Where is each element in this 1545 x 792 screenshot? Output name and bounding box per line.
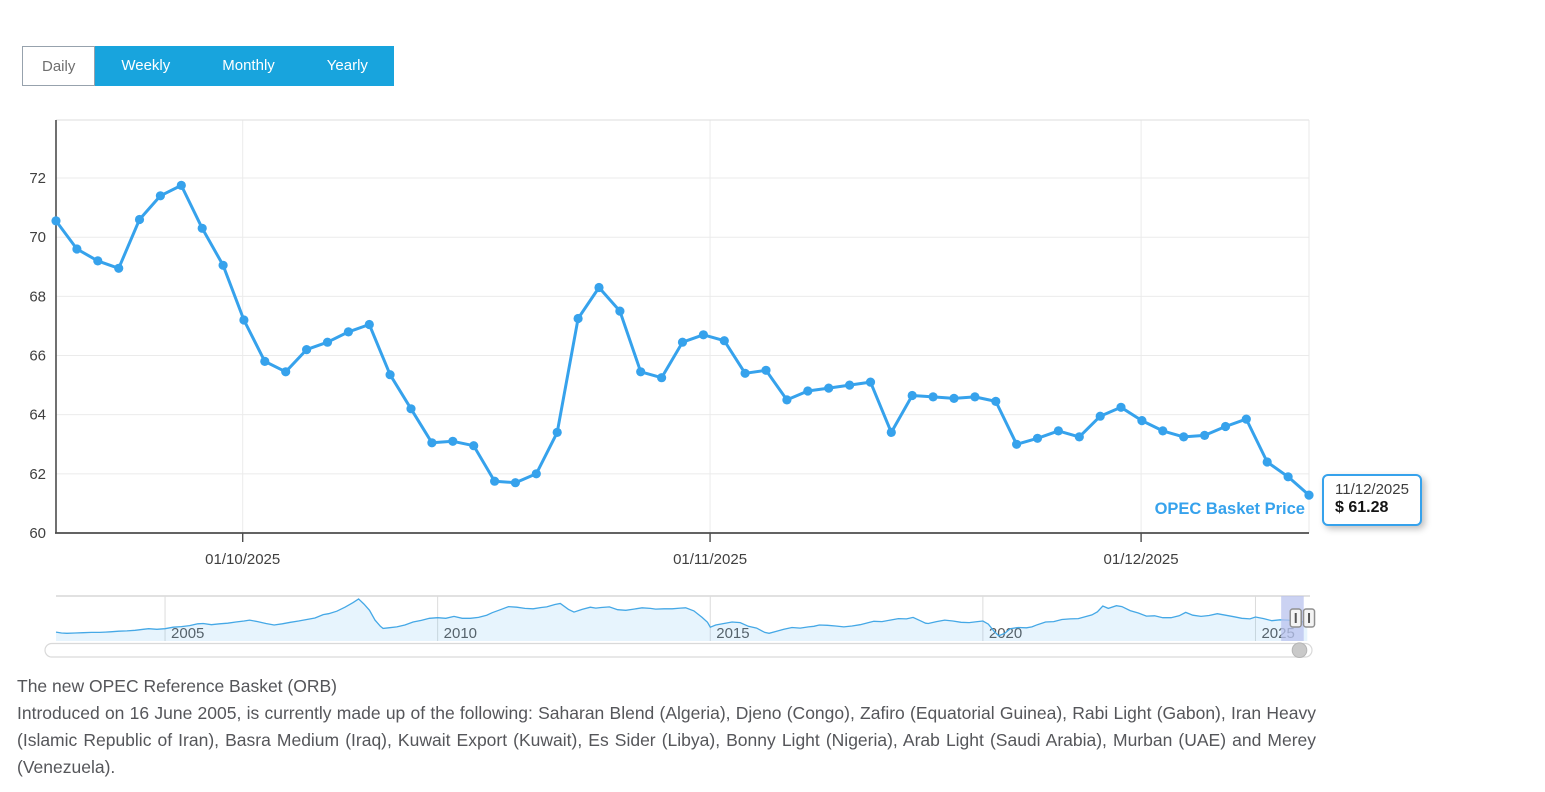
navigator-year-label: 2015 (716, 625, 749, 642)
chart-canvas: 72 70 68 66 64 62 60 01/10/2025 01/11/2025 01/12/… (29, 119, 1316, 659)
data-point[interactable] (114, 263, 124, 273)
data-point[interactable] (824, 383, 834, 393)
data-point[interactable] (1074, 432, 1084, 442)
description-title: The new OPEC Reference Basket (ORB) (17, 676, 337, 696)
data-point[interactable] (176, 180, 186, 190)
x-tick-label: 01/11/2025 (673, 551, 747, 568)
navigator-line (55, 598, 1308, 637)
y-tick-label: 72 (29, 170, 46, 187)
data-point[interactable] (594, 282, 604, 293)
price-chart: 72 70 68 66 64 62 60 01/10/2025 01/11/2025 01/12/… (29, 119, 1316, 659)
data-point[interactable] (1158, 426, 1168, 436)
data-point[interactable] (949, 393, 959, 403)
data-point[interactable] (93, 256, 103, 266)
data-point[interactable] (218, 260, 228, 270)
data-point[interactable] (1053, 426, 1063, 436)
data-point[interactable] (845, 380, 855, 390)
data-point[interactable] (1137, 416, 1147, 426)
data-point[interactable] (1032, 433, 1043, 443)
data-point[interactable] (343, 327, 353, 337)
y-tick-label: 62 (29, 466, 46, 483)
tooltip-price: $ 61.28 (1335, 499, 1389, 516)
data-point[interactable] (928, 392, 938, 402)
navigator-area (56, 598, 1308, 641)
scrollbar-track[interactable] (44, 642, 1313, 658)
data-point[interactable] (1304, 490, 1314, 500)
data-point[interactable] (364, 319, 374, 330)
data-point[interactable] (490, 476, 500, 486)
data-point[interactable] (531, 469, 541, 479)
y-tick-label: 60 (29, 525, 46, 542)
data-point[interactable] (51, 216, 61, 226)
data-point[interactable] (155, 191, 165, 201)
data-point[interactable] (991, 396, 1001, 406)
data-point[interactable] (1095, 411, 1105, 421)
data-point[interactable] (740, 368, 750, 378)
navigator-year-label: 2010 (444, 625, 477, 642)
navigator-year-label: 2005 (171, 625, 204, 642)
basket-description: The new OPEC Reference Basket (ORB) Intr… (17, 673, 1316, 781)
description-body: Introduced on 16 June 2005, is currently… (17, 703, 1316, 777)
data-point[interactable] (1179, 432, 1189, 442)
data-point[interactable] (510, 478, 520, 488)
y-tick-label: 68 (29, 288, 46, 305)
data-point[interactable] (134, 214, 145, 225)
data-point[interactable] (1241, 414, 1251, 424)
y-tick-label: 64 (29, 407, 46, 424)
data-point[interactable] (1283, 472, 1293, 482)
data-point[interactable] (1262, 457, 1272, 467)
y-tick-label: 66 (29, 348, 46, 365)
data-point[interactable] (782, 395, 792, 405)
data-point[interactable] (385, 370, 395, 380)
data-point[interactable] (677, 337, 688, 347)
data-point[interactable] (552, 427, 562, 437)
data-point[interactable] (615, 306, 625, 316)
data-point[interactable] (657, 373, 667, 383)
data-point[interactable] (197, 223, 207, 233)
data-point[interactable] (698, 330, 709, 340)
data-point[interactable] (719, 336, 729, 346)
data-point[interactable] (281, 367, 291, 377)
tab-monthly[interactable]: Monthly (196, 46, 301, 86)
data-point[interactable] (322, 337, 333, 347)
data-point[interactable] (406, 404, 416, 414)
navigator-year-label: 2020 (989, 625, 1022, 642)
x-tick-label: 01/12/2025 (1104, 551, 1179, 568)
tab-yearly[interactable]: Yearly (300, 46, 394, 86)
tab-daily[interactable]: Daily (22, 46, 96, 86)
interval-tabs: Daily Weekly Monthly Yearly (22, 46, 394, 86)
tooltip-date: 11/12/2025 (1335, 481, 1409, 498)
data-point[interactable] (907, 390, 917, 401)
series-label: OPEC Basket Price (1155, 500, 1305, 518)
data-point[interactable] (761, 365, 771, 375)
data-point[interactable] (1200, 430, 1210, 440)
data-point[interactable] (636, 367, 646, 377)
data-point[interactable] (239, 315, 249, 325)
data-point[interactable] (448, 436, 458, 446)
x-tick-label: 01/10/2025 (205, 551, 280, 568)
data-point[interactable] (427, 438, 437, 448)
data-point[interactable] (469, 441, 479, 451)
data-point[interactable] (573, 313, 583, 324)
data-point[interactable] (302, 345, 312, 355)
tab-weekly[interactable]: Weekly (95, 46, 197, 86)
data-point[interactable] (72, 244, 82, 254)
data-point[interactable] (886, 427, 896, 437)
data-point[interactable] (1116, 402, 1126, 412)
data-point[interactable] (865, 377, 876, 387)
data-point[interactable] (803, 386, 813, 396)
data-point[interactable] (260, 356, 270, 366)
scrollbar-thumb[interactable] (1291, 642, 1308, 659)
data-point[interactable] (970, 392, 980, 402)
data-point[interactable] (1012, 439, 1022, 449)
y-tick-label: 70 (29, 229, 46, 246)
data-point[interactable] (1220, 421, 1231, 432)
tooltip: 11/12/2025 $ 61.28 (1322, 474, 1422, 526)
